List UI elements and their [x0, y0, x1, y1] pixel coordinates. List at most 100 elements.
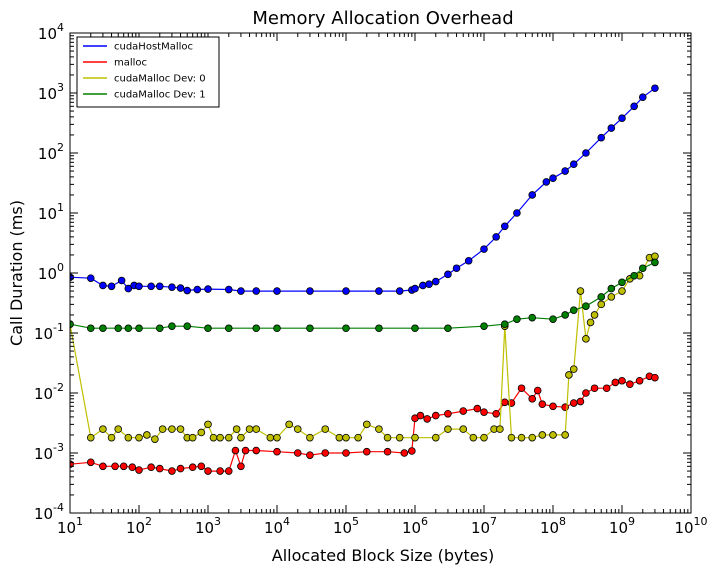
data-point: [411, 433, 419, 442]
x-tick-label: 108: [540, 515, 566, 537]
data-point: [408, 447, 416, 455]
chart-title: Memory Allocation Overhead: [252, 8, 513, 29]
data-point: [630, 102, 638, 111]
data-point: [114, 425, 123, 433]
data-point: [500, 398, 509, 407]
data-point: [500, 320, 509, 329]
data-point: [607, 293, 616, 301]
x-tick-label: 102: [126, 515, 152, 537]
data-point: [383, 447, 392, 456]
data-point: [273, 287, 281, 295]
data-point: [444, 270, 452, 279]
data-point: [197, 462, 206, 471]
data-point: [204, 467, 212, 475]
data-point: [586, 318, 595, 327]
legend-label: malloc: [114, 58, 147, 69]
data-point: [237, 287, 245, 295]
x-axis-title: Allocated Block Size (bytes): [272, 546, 494, 565]
data-point: [176, 284, 185, 292]
data-point: [306, 451, 314, 459]
y-tick-label: 10-1: [34, 321, 64, 343]
data-point: [590, 311, 599, 319]
data-point: [151, 435, 159, 443]
data-point: [611, 378, 620, 387]
data-point: [107, 433, 116, 442]
data-point: [651, 258, 659, 267]
series-cudamalloc-dev-1: [70, 258, 659, 333]
data-point: [395, 287, 404, 295]
series-cudamalloc-dev-0: [70, 252, 659, 443]
data-point: [597, 293, 606, 301]
data-point: [375, 324, 383, 333]
data-point: [321, 425, 330, 433]
y-tick-label: 102: [38, 141, 64, 163]
data-point: [321, 449, 330, 457]
data-point: [549, 402, 557, 411]
data-point: [528, 191, 537, 199]
data-point: [582, 302, 590, 310]
x-tick-label: 101: [57, 515, 83, 537]
data-point: [431, 433, 440, 442]
data-point: [400, 449, 409, 457]
x-tick-label: 109: [609, 515, 635, 537]
data-point: [293, 449, 302, 457]
data-point: [114, 324, 123, 333]
data-point: [224, 433, 233, 442]
data-point: [549, 431, 557, 439]
data-point: [99, 281, 107, 290]
data-point: [231, 446, 240, 455]
data-point: [582, 389, 590, 397]
data-point: [99, 462, 107, 471]
data-point: [273, 433, 281, 442]
data-point: [538, 400, 547, 409]
data-point: [528, 313, 537, 322]
data-point: [549, 315, 557, 323]
data-point: [513, 209, 521, 217]
data-point: [86, 324, 95, 333]
data-point: [335, 433, 344, 442]
data-point: [128, 463, 137, 471]
data-point: [216, 433, 224, 442]
data-point: [375, 425, 383, 433]
data-point: [528, 395, 537, 403]
data-point: [306, 433, 314, 442]
x-tick-label: 1010: [674, 515, 707, 537]
data-point: [354, 433, 362, 442]
data-point: [158, 425, 167, 433]
data-point: [602, 384, 611, 393]
data-point: [423, 415, 431, 423]
data-point: [444, 410, 452, 418]
data-point: [293, 425, 302, 433]
data-point: [204, 285, 212, 293]
data-point: [618, 114, 626, 123]
data-point: [168, 283, 176, 291]
data-point: [496, 425, 504, 433]
data-point: [513, 315, 521, 323]
data-point: [135, 324, 143, 333]
data-point: [155, 464, 164, 473]
x-tick-label: 103: [195, 515, 221, 537]
data-point: [124, 324, 133, 333]
data-point: [375, 287, 383, 295]
data-point: [582, 149, 590, 157]
y-tick-label: 104: [38, 21, 64, 43]
data-point: [135, 282, 143, 291]
data-point: [306, 287, 314, 295]
data-point: [224, 467, 233, 475]
data-point: [362, 447, 371, 456]
data-point: [419, 281, 427, 290]
y-tick-label: 101: [38, 201, 64, 223]
data-point: [111, 462, 119, 471]
data-point: [569, 306, 578, 314]
y-tick-label: 10-2: [34, 381, 64, 403]
data-point: [638, 264, 647, 273]
data-point: [383, 433, 392, 442]
data-point: [306, 324, 314, 333]
data-point: [147, 282, 155, 291]
data-point: [176, 464, 185, 473]
data-point: [597, 133, 606, 142]
data-point: [431, 411, 440, 420]
data-point: [590, 384, 599, 393]
data-point: [480, 322, 488, 330]
data-point: [232, 425, 241, 433]
